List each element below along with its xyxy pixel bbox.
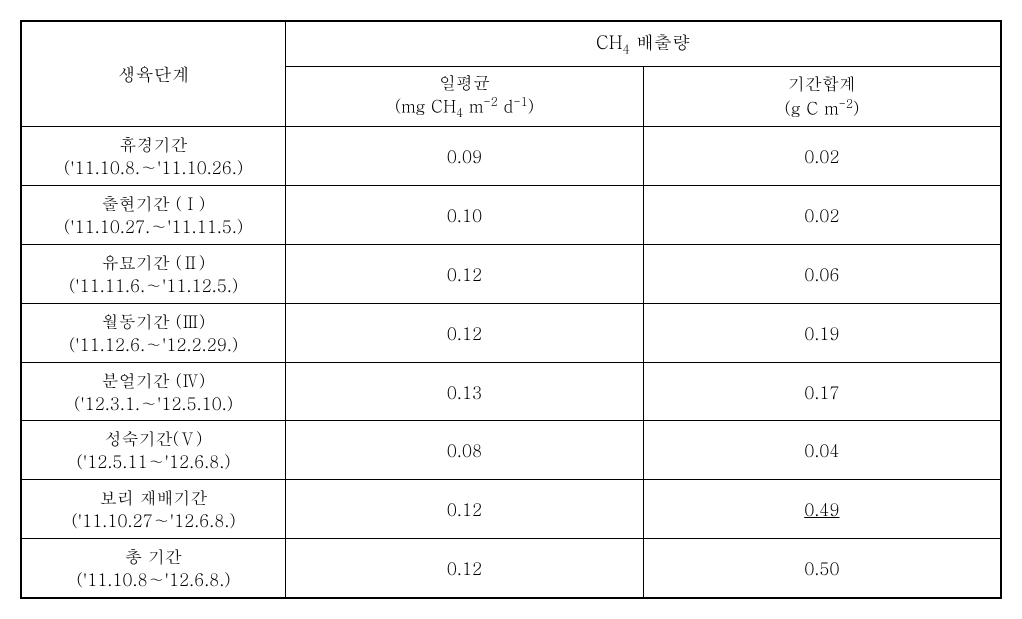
table-row: 월동기간 (Ⅲ)('11.12.6.∼'12.2.29.)0.120.19 (21, 303, 1001, 362)
stage-name: 유묘기간 (Ⅱ) (102, 250, 205, 274)
period-sum-value: 0.19 (804, 321, 839, 345)
emission-table: 생육단계 CH4 배출량 일평균 (mg CH4 m-2 d-1) 기간합계 (… (20, 20, 1002, 599)
period-sum-cell: 0.17 (643, 362, 1001, 421)
header-daily-avg: 일평균 (mg CH4 m-2 d-1) (286, 66, 644, 127)
stage-dates: ('11.10.27∼'12.6.8.) (71, 508, 235, 532)
stage-name: 총 기간 (125, 544, 182, 568)
stage-name: 출현기간 (Ⅰ) (102, 191, 205, 215)
stage-name: 보리 재배기간 (100, 485, 208, 509)
emission-table-container: 생육단계 CH4 배출량 일평균 (mg CH4 m-2 d-1) 기간합계 (… (20, 20, 1002, 599)
daily-avg-cell: 0.09 (286, 127, 644, 186)
stage-cell: 보리 재배기간('11.10.27∼'12.6.8.) (21, 480, 286, 539)
stage-cell: 출현기간 (Ⅰ)('11.10.27.∼'11.11.5.) (21, 185, 286, 244)
table-row: 출현기간 (Ⅰ)('11.10.27.∼'11.11.5.)0.100.02 (21, 185, 1001, 244)
stage-name: 월동기간 (Ⅲ) (102, 309, 205, 333)
stage-cell: 분얼기간 (Ⅳ)('12.3.1.∼'12.5.10.) (21, 362, 286, 421)
stage-dates: ('11.10.8.∼'11.10.26.) (64, 155, 244, 179)
daily-avg-cell: 0.12 (286, 244, 644, 303)
daily-avg-cell: 0.12 (286, 539, 644, 598)
stage-dates: ('11.12.6.∼'12.2.29.) (69, 332, 238, 356)
stage-dates: ('11.11.6.∼'11.12.5.) (69, 273, 238, 297)
stage-dates: ('12.3.1.∼'12.5.10.) (74, 391, 233, 415)
period-sum-cell: 0.06 (643, 244, 1001, 303)
stage-cell: 총 기간('11.10.8∼'12.6.8.) (21, 539, 286, 598)
period-sum-cell: 0.49 (643, 480, 1001, 539)
stage-name: 분얼기간 (Ⅳ) (102, 368, 205, 392)
period-sum-cell: 0.50 (643, 539, 1001, 598)
stage-cell: 월동기간 (Ⅲ)('11.12.6.∼'12.2.29.) (21, 303, 286, 362)
table-row: 유묘기간 (Ⅱ)('11.11.6.∼'11.12.5.)0.120.06 (21, 244, 1001, 303)
daily-avg-cell: 0.12 (286, 303, 644, 362)
stage-dates: ('11.10.27.∼'11.11.5.) (64, 214, 244, 238)
table-row: 보리 재배기간('11.10.27∼'12.6.8.)0.120.49 (21, 480, 1001, 539)
period-sum-cell: 0.02 (643, 185, 1001, 244)
period-sum-value: 0.02 (804, 203, 839, 227)
daily-avg-cell: 0.13 (286, 362, 644, 421)
stage-cell: 유묘기간 (Ⅱ)('11.11.6.∼'11.12.5.) (21, 244, 286, 303)
period-sum-value: 0.49 (804, 497, 839, 521)
daily-avg-cell: 0.12 (286, 480, 644, 539)
period-sum-value: 0.17 (804, 380, 839, 404)
table-row: 분얼기간 (Ⅳ)('12.3.1.∼'12.5.10.)0.130.17 (21, 362, 1001, 421)
table-row: 성숙기간(Ⅴ)('12.5.11∼'12.6.8.)0.080.04 (21, 421, 1001, 480)
header-emission: CH4 배출량 (286, 21, 1001, 66)
daily-avg-cell: 0.08 (286, 421, 644, 480)
header-stage: 생육단계 (21, 21, 286, 127)
table-row: 휴경기간('11.10.8.∼'11.10.26.)0.090.02 (21, 127, 1001, 186)
period-sum-value: 0.50 (804, 556, 839, 580)
stage-name: 휴경기간 (120, 132, 188, 156)
stage-cell: 성숙기간(Ⅴ)('12.5.11∼'12.6.8.) (21, 421, 286, 480)
period-sum-cell: 0.02 (643, 127, 1001, 186)
period-sum-value: 0.02 (804, 144, 839, 168)
stage-name: 성숙기간(Ⅴ) (105, 426, 203, 450)
stage-cell: 휴경기간('11.10.8.∼'11.10.26.) (21, 127, 286, 186)
period-sum-cell: 0.19 (643, 303, 1001, 362)
period-sum-cell: 0.04 (643, 421, 1001, 480)
daily-avg-cell: 0.10 (286, 185, 644, 244)
period-sum-value: 0.04 (804, 438, 839, 462)
table-row: 총 기간('11.10.8∼'12.6.8.)0.120.50 (21, 539, 1001, 598)
header-period-sum: 기간합계 (g C m-2) (643, 66, 1001, 127)
stage-dates: ('12.5.11∼'12.6.8.) (76, 449, 230, 473)
stage-dates: ('11.10.8∼'12.6.8.) (76, 567, 230, 591)
period-sum-value: 0.06 (804, 262, 839, 286)
